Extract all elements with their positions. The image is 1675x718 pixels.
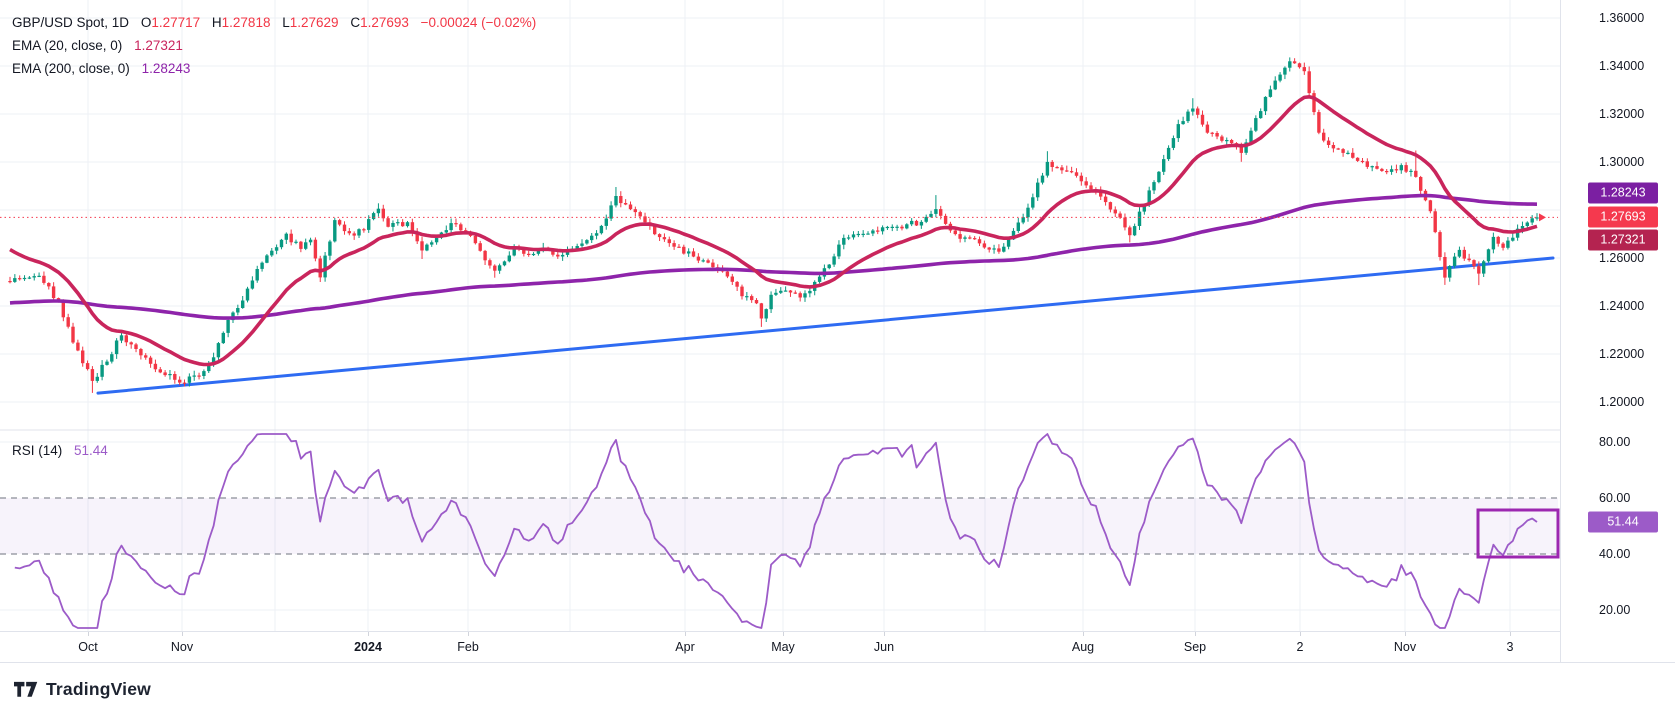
ema200-legend-row: EMA (200, close, 0) 1.28243 [12, 60, 190, 77]
change-value: −0.00024 (−0.02%) [420, 15, 537, 30]
rsi-axis-tick: 60.00 [1599, 491, 1631, 505]
symbol-title[interactable]: GBP/USD Spot, 1D [12, 15, 130, 30]
time-axis-tick [182, 632, 183, 636]
ema200-label[interactable]: EMA (200, close, 0) [12, 61, 130, 76]
time-axis-label: Sep [1183, 640, 1207, 654]
candlestick-series [8, 57, 1539, 393]
close-value: 1.27693 [360, 15, 409, 30]
rsi-axis-tick: 80.00 [1599, 435, 1631, 449]
time-axis-label: 2 [1296, 640, 1304, 654]
rsi-line[interactable] [14, 433, 1538, 629]
time-axis-label: Feb [457, 640, 479, 654]
time-axis-label: 2024 [354, 640, 382, 654]
rsi-axis-tick: 20.00 [1599, 603, 1631, 617]
time-axis-label: Aug [1071, 640, 1095, 654]
open-value: 1.27717 [151, 15, 201, 30]
time-axis-tick [468, 632, 469, 636]
tradingview-logo-text: TradingView [46, 679, 151, 699]
time-axis-label: May [771, 640, 795, 654]
rsi-band [0, 498, 1558, 554]
time-axis-tick [368, 632, 369, 636]
ema20-badge: 1.27321 [1588, 229, 1658, 251]
time-axis-tick [1405, 632, 1406, 636]
bottom-bar: TradingView [0, 662, 1675, 718]
time-axis-tick [884, 632, 885, 636]
low-label: L [282, 15, 290, 30]
price-axis-tick: 1.22000 [1599, 347, 1645, 361]
chart-canvas[interactable] [0, 0, 1560, 631]
price-axis-tick: 1.36000 [1599, 11, 1645, 25]
close-label: C [350, 15, 361, 30]
ema200-value: 1.28243 [141, 61, 191, 76]
price-and-rsi-panes[interactable] [0, 0, 1560, 631]
high-label: H [211, 15, 222, 30]
time-axis-label: Nov [1393, 640, 1417, 654]
ema200-line[interactable] [9, 193, 1538, 320]
time-axis-tick [1300, 632, 1301, 636]
tradingview-logo-link[interactable]: TradingView [14, 679, 151, 700]
time-axis-tick [1083, 632, 1084, 636]
time-axis-label: Nov [170, 640, 194, 654]
last-price-badge: 1.27693 [1588, 206, 1658, 228]
low-value: 1.27629 [289, 15, 339, 30]
time-axis-tick [1510, 632, 1511, 636]
ema200-badge: 1.28243 [1588, 182, 1658, 204]
rsi-badge: 51.44 [1588, 511, 1658, 533]
ema20-label[interactable]: EMA (20, close, 0) [12, 38, 123, 53]
price-axis-tick: 1.26000 [1599, 251, 1645, 265]
rsi-annotation-rect[interactable] [1476, 508, 1560, 559]
ema20-legend-row: EMA (20, close, 0) 1.27321 [12, 37, 183, 54]
time-axis-tick [88, 632, 89, 636]
high-value: 1.27818 [221, 15, 271, 30]
price-axis-tick: 1.20000 [1599, 395, 1645, 409]
symbol-legend-row: GBP/USD Spot, 1D O1.27717 H1.27818 L1.27… [12, 14, 536, 31]
tradingview-logo-icon [14, 681, 38, 697]
open-label: O [140, 15, 152, 30]
price-axis-tick: 1.30000 [1599, 155, 1645, 169]
time-axis-label: Apr [675, 640, 695, 654]
time-axis-label: Jun [873, 640, 895, 654]
time-axis-label: 3 [1506, 640, 1514, 654]
time-axis-tick [1195, 632, 1196, 636]
price-axis-tick: 1.34000 [1599, 59, 1645, 73]
rsi-value: 51.44 [74, 443, 108, 458]
rsi-legend-row: RSI (14) 51.44 [12, 442, 108, 459]
time-axis-tick [783, 632, 784, 636]
price-axis-tick: 1.32000 [1599, 107, 1645, 121]
price-scale[interactable]: 1.36000 1.34000 1.32000 1.30000 1.26000 1.240… [1560, 0, 1675, 662]
ema20-line[interactable] [9, 95, 1538, 367]
ema20-value: 1.27321 [134, 38, 183, 53]
price-axis-tick: 1.24000 [1599, 299, 1645, 313]
time-scale[interactable]: Oct Nov 2024 Feb Apr May Jun Aug Sep 2 Nov 3 [0, 631, 1560, 663]
rsi-label[interactable]: RSI (14) [12, 443, 63, 458]
rsi-axis-tick: 40.00 [1599, 547, 1631, 561]
time-axis-tick [685, 632, 686, 636]
last-price-arrow-icon [1539, 213, 1546, 222]
trendline[interactable] [96, 256, 1555, 395]
time-axis-label: Oct [78, 640, 98, 654]
